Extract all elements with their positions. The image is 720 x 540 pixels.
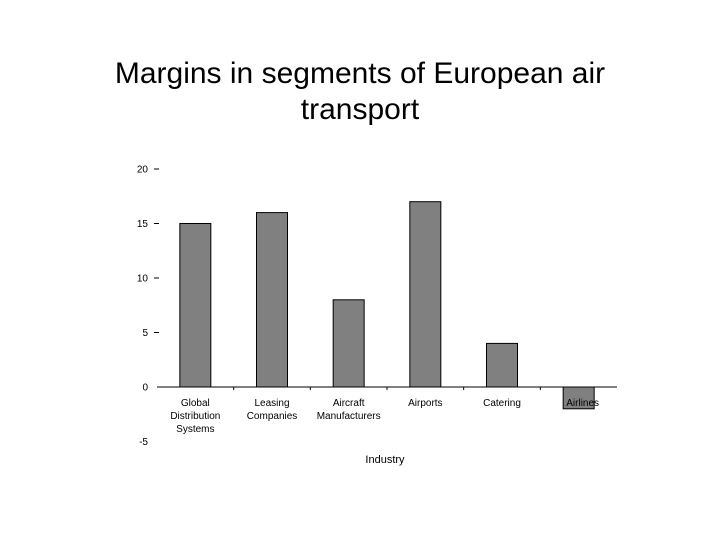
category-label: Airports [408,398,442,409]
bar [409,201,442,388]
slide-title: Margins in segments of European air tran… [114,57,606,126]
category-label: Global Distribution Systems [170,398,220,435]
category-label: Leasing Companies [247,398,298,422]
y-tick-label: -5 [139,437,148,448]
bar [562,386,595,410]
bar [486,342,518,388]
x-axis-title: Industry [365,454,405,466]
bar [332,299,365,388]
bar [256,212,288,388]
bar [179,223,212,388]
x-axis [157,386,617,390]
y-tick-label: 5 [142,328,148,339]
category-label: Catering [483,398,521,409]
y-tick-label: 20 [137,165,149,176]
y-tick-label: 10 [137,274,149,285]
category-label: Airlines [566,398,599,409]
bars [179,201,595,410]
category-labels: Global Distribution Systems Leasing Companie… [170,398,599,435]
category-label: Aircraft Manufacturers [317,398,381,422]
y-axis: 20 15 10 5 0 -5 [137,165,159,448]
y-tick-label: 15 [137,219,149,230]
y-tick-label: 0 [142,383,148,394]
